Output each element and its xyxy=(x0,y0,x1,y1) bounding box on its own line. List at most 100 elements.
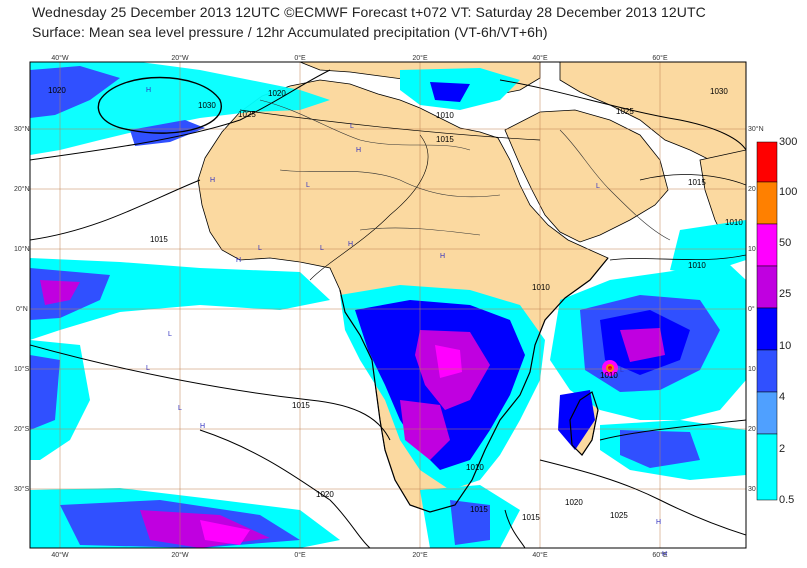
legend-label: 50 xyxy=(779,237,792,249)
isobar-label: 1025 xyxy=(238,110,256,119)
title-line-2: Surface: Mean sea level pressure / 12hr … xyxy=(32,24,548,40)
isobar-label: 1015 xyxy=(688,178,706,187)
isobar-label: 1010 xyxy=(725,218,743,227)
lon-label: 40°E xyxy=(532,54,548,62)
legend-label: 25 xyxy=(779,288,792,300)
lat-label: 20°S xyxy=(14,425,30,433)
legend-label: 2 xyxy=(779,443,786,455)
lat-label: 30°N xyxy=(14,125,30,133)
isobar-label: 1015 xyxy=(522,513,540,522)
high-marker: H xyxy=(348,241,353,248)
lat-label: 0° xyxy=(748,305,755,313)
lon-label: 60°E xyxy=(652,551,668,559)
lat-label: 10 xyxy=(748,366,756,373)
precip-atlantic-north-core xyxy=(30,66,120,118)
longitude-labels-top: 40°W 20°W 0°E 20°E 40°E 60°E xyxy=(51,54,668,62)
low-marker: L xyxy=(258,245,262,252)
isobar-lines xyxy=(30,69,746,548)
legend-swatch-4 xyxy=(756,349,778,393)
legend-label: 4 xyxy=(779,391,786,403)
precipitation-layer xyxy=(30,62,746,548)
high-marker: H xyxy=(200,423,205,430)
isobar-label: 1010 xyxy=(466,463,484,472)
legend-swatch-300 xyxy=(756,141,778,183)
legend-swatch-10 xyxy=(756,307,778,351)
lon-label: 40°W xyxy=(51,54,69,62)
legend-swatch-2 xyxy=(756,391,778,435)
high-marker: H xyxy=(356,147,361,154)
lon-label: 20°W xyxy=(171,54,189,62)
coastlines xyxy=(339,257,609,513)
high-marker: H xyxy=(656,519,661,526)
low-marker: L xyxy=(320,245,324,252)
isobar-label: 1010 xyxy=(532,283,550,292)
lat-label: 20°N xyxy=(14,185,30,193)
lat-label: 30°N xyxy=(748,125,764,133)
lon-label: 20°W xyxy=(171,551,189,559)
lon-label: 0°E xyxy=(294,551,306,559)
graticule xyxy=(30,62,746,548)
high-marker: H xyxy=(146,87,151,94)
lat-label: 30°S xyxy=(14,485,30,493)
isobar-lines-land xyxy=(259,99,671,241)
legend-label: 10 xyxy=(779,340,792,352)
legend-label: 0.5 xyxy=(779,494,795,506)
high-marker: H xyxy=(662,551,667,558)
legend-swatch-25 xyxy=(756,265,778,309)
low-marker: L xyxy=(306,182,310,189)
isobar-label: 1015 xyxy=(292,401,310,410)
lon-label: 0°E xyxy=(294,54,306,62)
low-marker: L xyxy=(350,123,354,130)
lat-label: 10 xyxy=(748,246,756,253)
isobar-label: 1025 xyxy=(616,107,634,116)
low-marker: L xyxy=(620,367,624,374)
isobar-label: 1025 xyxy=(610,511,628,520)
isobar-label: 1030 xyxy=(198,101,216,110)
isobar-label: 1020 xyxy=(48,86,66,95)
low-marker: L xyxy=(168,331,172,338)
precip-legend-bar xyxy=(756,141,778,501)
lon-label: 40°W xyxy=(51,551,69,559)
map-frame xyxy=(29,61,747,549)
lon-label: 60°E xyxy=(652,54,668,62)
low-marker: L xyxy=(146,365,150,372)
legend-label: 100 xyxy=(779,186,798,198)
high-marker: H xyxy=(210,177,215,184)
isobar-label: 1010 xyxy=(436,111,454,120)
longitude-labels-bottom: 40°W 20°W 0°E 20°E 40°E 60°E xyxy=(51,551,668,559)
lon-label: 20°E xyxy=(412,551,428,559)
isobar-label: 1030 xyxy=(710,87,728,96)
legend-swatch-50 xyxy=(756,223,778,267)
high-marker: H xyxy=(236,257,241,264)
low-marker: L xyxy=(596,183,600,190)
latitude-labels-right: 30°N 20 10 0° 10 20 30 xyxy=(748,125,764,493)
high-marker: H xyxy=(440,253,445,260)
lon-label: 40°E xyxy=(532,551,548,559)
lon-label: 20°E xyxy=(412,54,428,62)
isobar-label: 1015 xyxy=(470,505,488,514)
isobar-label: 1020 xyxy=(565,498,583,507)
lat-label: 0°N xyxy=(16,305,28,313)
isobar-label: 1010 xyxy=(688,261,706,270)
isobar-label: 1010 xyxy=(600,371,618,380)
asia-landmass xyxy=(559,62,746,166)
legend-swatch-05 xyxy=(756,433,778,501)
latitude-labels-left: 30°N 20°N 10°N 0°N 10°S 20°S 30°S xyxy=(14,125,30,493)
isobar-label: 1020 xyxy=(316,490,334,499)
isobar-label: 1015 xyxy=(436,135,454,144)
title-line-1: Wednesday 25 December 2013 12UTC ©ECMWF … xyxy=(32,4,706,20)
lat-label: 10°S xyxy=(14,365,30,373)
legend-swatch-100 xyxy=(756,181,778,225)
lat-label: 20 xyxy=(748,426,756,433)
pressure-centres: H H H H H H H H H L L L L L L L L L xyxy=(146,87,667,558)
isobar-labels: 1020 1030 1025 1020 1010 1015 1025 1030 … xyxy=(48,86,743,522)
lat-label: 10°N xyxy=(14,245,30,253)
lat-label: 20 xyxy=(748,186,756,193)
lat-label: 30 xyxy=(748,486,756,493)
arabia-landmass xyxy=(504,109,669,243)
low-marker: L xyxy=(178,405,182,412)
legend-label: 300 xyxy=(779,136,798,148)
isobar-label: 1020 xyxy=(268,89,286,98)
isobar-label: 1015 xyxy=(150,235,168,244)
